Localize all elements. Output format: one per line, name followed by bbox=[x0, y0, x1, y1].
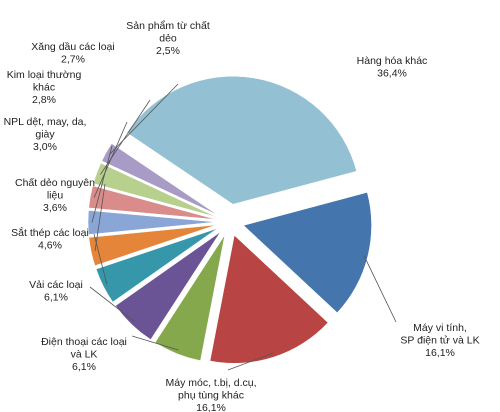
slice-label: Xăng dầu các loại 2,7% bbox=[31, 41, 114, 66]
pie-slice bbox=[95, 228, 218, 303]
leader-line bbox=[91, 145, 113, 223]
leader-line bbox=[89, 286, 135, 322]
slice-labels: Hàng hóa khác 36,4% Máy vi tính, SP điện tử… bbox=[4, 20, 480, 412]
leader-line bbox=[109, 83, 179, 155]
pie-slice bbox=[88, 185, 217, 220]
slice-label: Hàng hóa khác 36,4% bbox=[357, 55, 428, 80]
slice-label: Sắt thép các loại 4,6% bbox=[11, 226, 89, 252]
leader-line bbox=[94, 183, 106, 251]
slice-label: NPL dệt, may, da, giày 3,0% bbox=[4, 116, 87, 153]
leader-line bbox=[131, 335, 179, 351]
pie-slices bbox=[87, 76, 372, 364]
slice-label: Điện thoại các loại và LK 6,1% bbox=[41, 336, 127, 373]
pie-slice bbox=[115, 231, 221, 340]
slice-label: Máy móc, t.bị, d.cụ, phụ tùng khác 16,1% bbox=[165, 377, 256, 412]
leader-line bbox=[363, 255, 397, 323]
slice-label: Sản phẩm từ chất dẻo 2,5% bbox=[126, 20, 210, 57]
slice-label: Vải các loại 6,1% bbox=[29, 279, 83, 304]
slice-label: Kim loại thường khác 2,8% bbox=[7, 69, 82, 106]
pie-slice bbox=[88, 224, 217, 266]
slice-label: Chất dẻo nguyên liệu 3,6% bbox=[15, 177, 95, 214]
slice-label: Máy vi tính, SP điện tử và LK 16,1% bbox=[400, 322, 479, 359]
pie-slice bbox=[126, 76, 357, 205]
pie-slice bbox=[101, 143, 218, 216]
leader-lines bbox=[89, 83, 397, 371]
pie-slice bbox=[93, 162, 217, 218]
leader-line bbox=[227, 352, 273, 371]
leader-line bbox=[100, 99, 151, 175]
pie-slice bbox=[209, 234, 329, 364]
pie-slice bbox=[154, 234, 226, 361]
pie-slice bbox=[87, 210, 217, 235]
pie-slice bbox=[243, 192, 372, 314]
